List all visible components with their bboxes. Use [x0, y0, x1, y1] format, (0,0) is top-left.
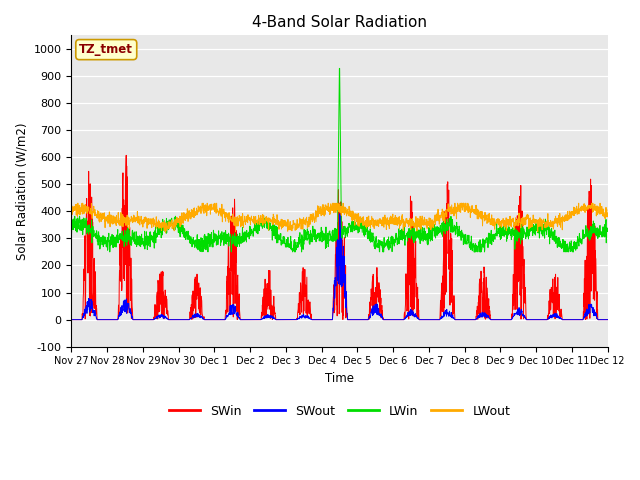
LWout — [572, 208, 580, 214]
SWout — [604, 317, 612, 323]
LWin — [604, 228, 612, 234]
SWout — [572, 317, 579, 323]
LWout — [74, 200, 81, 206]
LWin — [335, 65, 343, 71]
LWout — [355, 216, 363, 222]
SWout — [217, 317, 225, 323]
SWin — [355, 317, 363, 323]
SWin — [572, 317, 579, 323]
SWout — [355, 317, 363, 323]
LWin — [217, 230, 225, 236]
LWout — [218, 209, 225, 215]
LWin — [557, 245, 564, 251]
SWout — [557, 315, 564, 321]
LWin — [496, 220, 504, 226]
SWin — [122, 153, 130, 158]
LWin — [106, 249, 114, 255]
SWin — [604, 317, 612, 323]
SWout — [367, 311, 374, 317]
LWout — [67, 210, 75, 216]
LWout — [496, 224, 504, 230]
LWout — [162, 229, 170, 235]
LWin — [572, 247, 580, 253]
LWout — [604, 210, 612, 216]
SWout — [336, 211, 344, 217]
SWin — [367, 295, 374, 301]
SWin — [217, 317, 225, 323]
Line: LWout: LWout — [71, 203, 608, 232]
SWin — [495, 317, 503, 323]
LWout — [367, 217, 375, 223]
Line: SWin: SWin — [71, 156, 608, 320]
Line: LWin: LWin — [71, 68, 608, 252]
Y-axis label: Solar Radiation (W/m2): Solar Radiation (W/m2) — [15, 122, 28, 260]
SWin — [67, 317, 75, 323]
Legend: SWin, SWout, LWin, LWout: SWin, SWout, LWin, LWout — [164, 400, 515, 423]
LWin — [67, 228, 75, 233]
LWout — [557, 217, 564, 223]
LWin — [367, 229, 375, 235]
SWin — [557, 315, 564, 321]
Title: 4-Band Solar Radiation: 4-Band Solar Radiation — [252, 15, 427, 30]
Line: SWout: SWout — [71, 214, 608, 320]
LWin — [355, 225, 363, 231]
X-axis label: Time: Time — [325, 372, 354, 385]
SWout — [67, 317, 75, 323]
SWout — [495, 317, 503, 323]
Text: TZ_tmet: TZ_tmet — [79, 43, 133, 56]
